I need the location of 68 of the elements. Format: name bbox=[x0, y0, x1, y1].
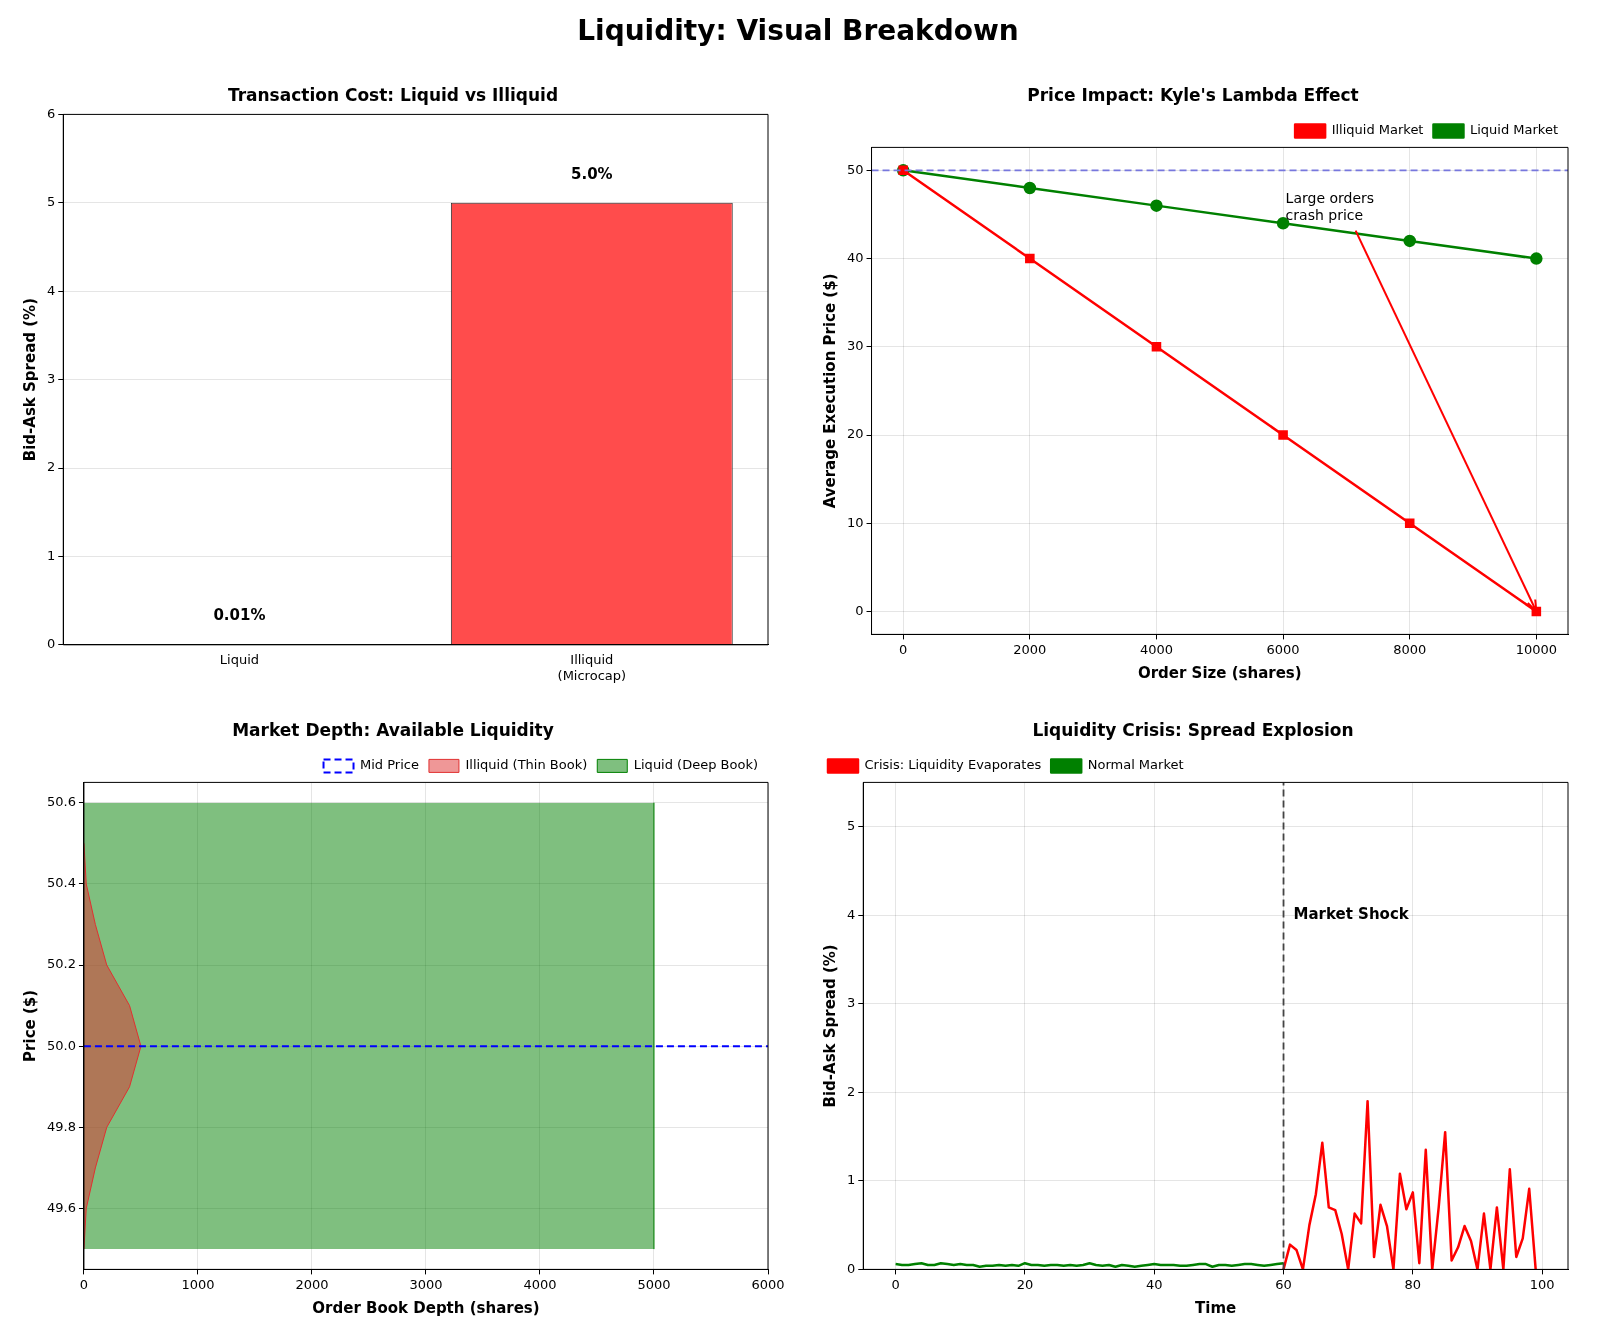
x-axis-title: Order Book Depth (shares) bbox=[312, 1298, 540, 1317]
y-tick-label: 4 bbox=[846, 906, 856, 922]
y-tick-label: 3 bbox=[846, 995, 856, 1011]
y-tick-label: 50.4 bbox=[46, 875, 76, 891]
y-axis-title: Bid-Ask Spread (%) bbox=[20, 297, 39, 462]
y-tick-label: 50 bbox=[847, 161, 864, 177]
x-tick-label: 10000 bbox=[1515, 641, 1558, 657]
chart-title: Transaction Cost: Liquid vs Illiquid bbox=[227, 84, 559, 105]
y-tick-label: 1 bbox=[46, 547, 56, 563]
x-tick-label: 5000 bbox=[637, 1276, 671, 1292]
x-tick-label: 3000 bbox=[409, 1276, 443, 1292]
legend-label: Illiquid Market bbox=[1331, 122, 1424, 138]
x-tick-label: 40 bbox=[1145, 1276, 1163, 1292]
x-tick-label: 1000 bbox=[181, 1276, 215, 1292]
x-axis-title: Order Size (shares) bbox=[1137, 663, 1302, 682]
chart-title: Price Impact: Kyle's Lambda Effect bbox=[1027, 84, 1359, 105]
chart-title: Market Depth: Available Liquidity bbox=[232, 719, 554, 740]
y-tick-label: 5 bbox=[846, 818, 856, 834]
y-tick-label: 0 bbox=[846, 1260, 856, 1276]
x-axis-title: Time bbox=[1195, 1298, 1237, 1317]
y-tick-label: 20 bbox=[847, 426, 864, 442]
legend-label: Normal Market bbox=[1087, 757, 1184, 773]
legend-label: Illiquid (Thin Book) bbox=[465, 757, 588, 773]
y-tick-label: 6 bbox=[46, 105, 56, 121]
y-tick-label: 5 bbox=[46, 194, 56, 210]
annotation: Large orders crash price bbox=[1285, 190, 1375, 224]
y-tick-label: 3 bbox=[46, 370, 56, 386]
x-tick-label: 2000 bbox=[1013, 641, 1047, 657]
x-tick-label: 8000 bbox=[1393, 641, 1427, 657]
x-tick-label: 0 bbox=[79, 1276, 89, 1292]
y-tick-label: 50.6 bbox=[46, 794, 76, 810]
y-axis-title: Average Execution Price ($) bbox=[820, 273, 839, 509]
x-tick-label: 4000 bbox=[523, 1276, 557, 1292]
y-tick-label: 49.8 bbox=[46, 1118, 76, 1134]
y-axis-title: Bid-Ask Spread (%) bbox=[820, 944, 839, 1108]
y-tick-label: 50.0 bbox=[46, 1037, 76, 1053]
y-tick-label: 1 bbox=[846, 1172, 856, 1188]
y-tick-label: 10 bbox=[847, 514, 864, 530]
y-tick-label: 0 bbox=[855, 602, 864, 618]
y-tick-label: 40 bbox=[847, 249, 864, 265]
data-label: 0.01% bbox=[213, 606, 266, 625]
x-tick-label: 0 bbox=[891, 1276, 900, 1292]
legend-label: Liquid Market bbox=[1469, 122, 1558, 138]
y-tick-label: 30 bbox=[847, 338, 864, 354]
x-tick-label: 100 bbox=[1529, 1276, 1555, 1292]
data-label: 5.0% bbox=[571, 165, 613, 184]
y-tick-label: 4 bbox=[46, 282, 56, 298]
y-tick-label: 2 bbox=[46, 459, 56, 475]
text: Liquidity: Visual Breakdown bbox=[576, 13, 1020, 49]
x-tick-label: 20 bbox=[1016, 1276, 1034, 1292]
chart-title: Liquidity Crisis: Spread Explosion bbox=[1032, 719, 1354, 740]
y-tick-label: 2 bbox=[846, 1083, 856, 1099]
x-tick-label: 6000 bbox=[751, 1276, 785, 1292]
legend-label: Mid Price bbox=[360, 757, 419, 773]
annotation: Market Shock bbox=[1293, 905, 1410, 924]
legend-label: Liquid (Deep Book) bbox=[633, 757, 758, 773]
y-tick-label: 49.6 bbox=[46, 1199, 76, 1215]
x-tick-label: 4000 bbox=[1139, 641, 1173, 657]
y-axis-title: Price ($) bbox=[20, 989, 39, 1062]
y-tick-label: 50.2 bbox=[46, 956, 76, 972]
x-tick-label: Illiquid (Microcap) bbox=[557, 651, 627, 683]
x-tick-label: 0 bbox=[899, 641, 908, 657]
legend-label: Crisis: Liquidity Evaporates bbox=[864, 757, 1042, 773]
x-tick-label: 2000 bbox=[295, 1276, 329, 1292]
x-tick-label: 60 bbox=[1275, 1276, 1292, 1292]
x-tick-label: 6000 bbox=[1266, 641, 1300, 657]
x-tick-label: 80 bbox=[1404, 1276, 1422, 1292]
x-tick-label: Liquid bbox=[219, 651, 260, 667]
